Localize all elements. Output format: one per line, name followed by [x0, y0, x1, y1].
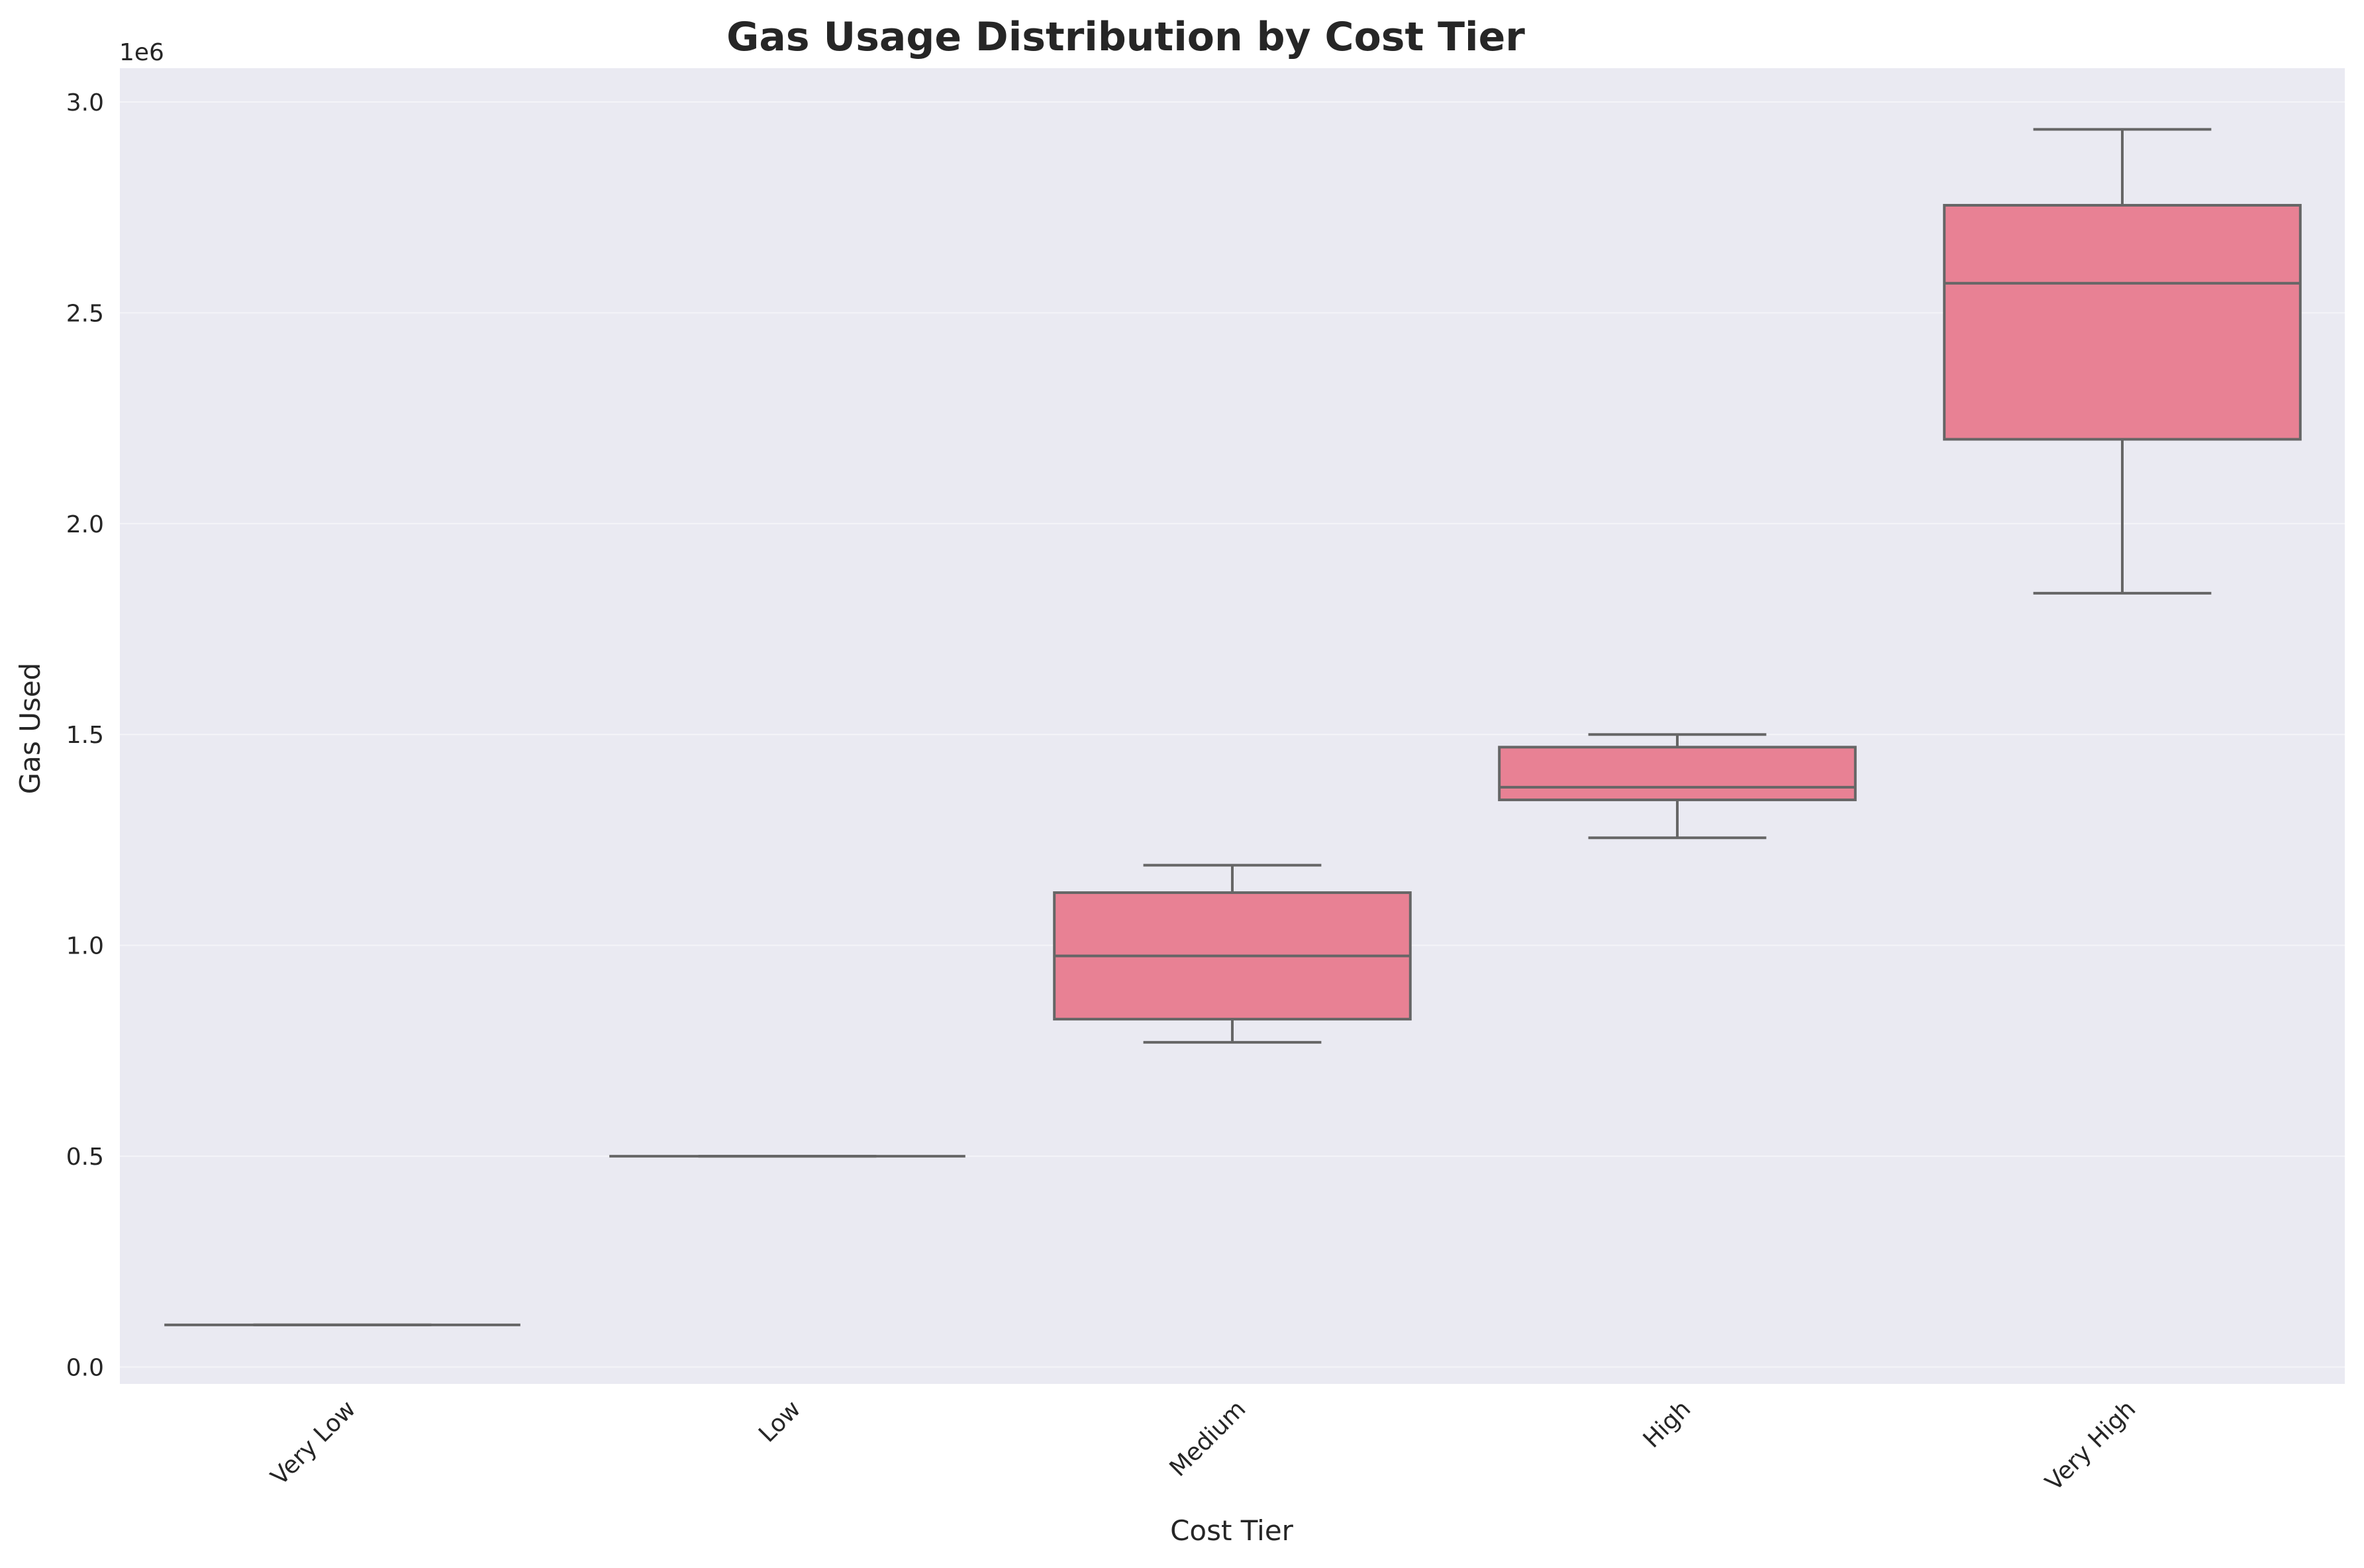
y-tick-labels: 0.0 0.5 1.0 1.5 2.0 2.5 3.0 [66, 89, 104, 1382]
y-tick-label: 0.5 [66, 1144, 104, 1171]
y-tick-label: 0.0 [66, 1355, 104, 1382]
box-plots [164, 128, 2302, 1326]
y-tick-label: 3.0 [66, 89, 104, 117]
box-iqr [1498, 746, 1857, 801]
y-tick-label: 2.0 [66, 511, 104, 538]
x-axis-label: Cost Tier [1170, 1514, 1294, 1547]
box-very-high [1943, 128, 2302, 595]
y-tick-label: 1.5 [66, 722, 104, 749]
box-medium [1053, 863, 1412, 1044]
x-tick-label: High [1638, 1395, 1697, 1453]
y-tick-label: 1.0 [66, 933, 104, 960]
x-tick-labels: Very Low Low Medium High Very High [266, 1395, 2142, 1496]
x-tick-label: Very Low [266, 1395, 362, 1491]
box-high [1498, 733, 1857, 840]
x-tick-label: Very High [2040, 1395, 2141, 1496]
x-tick-label: Medium [1165, 1395, 1252, 1482]
y-offset-label: 1e6 [119, 39, 164, 66]
chart-title: Gas Usage Distribution by Cost Tier [726, 14, 1525, 60]
x-tick-label: Low [754, 1395, 806, 1447]
y-axis-label: Gas Used [14, 663, 46, 795]
box-iqr [1943, 203, 2302, 441]
y-tick-label: 2.5 [66, 300, 104, 327]
